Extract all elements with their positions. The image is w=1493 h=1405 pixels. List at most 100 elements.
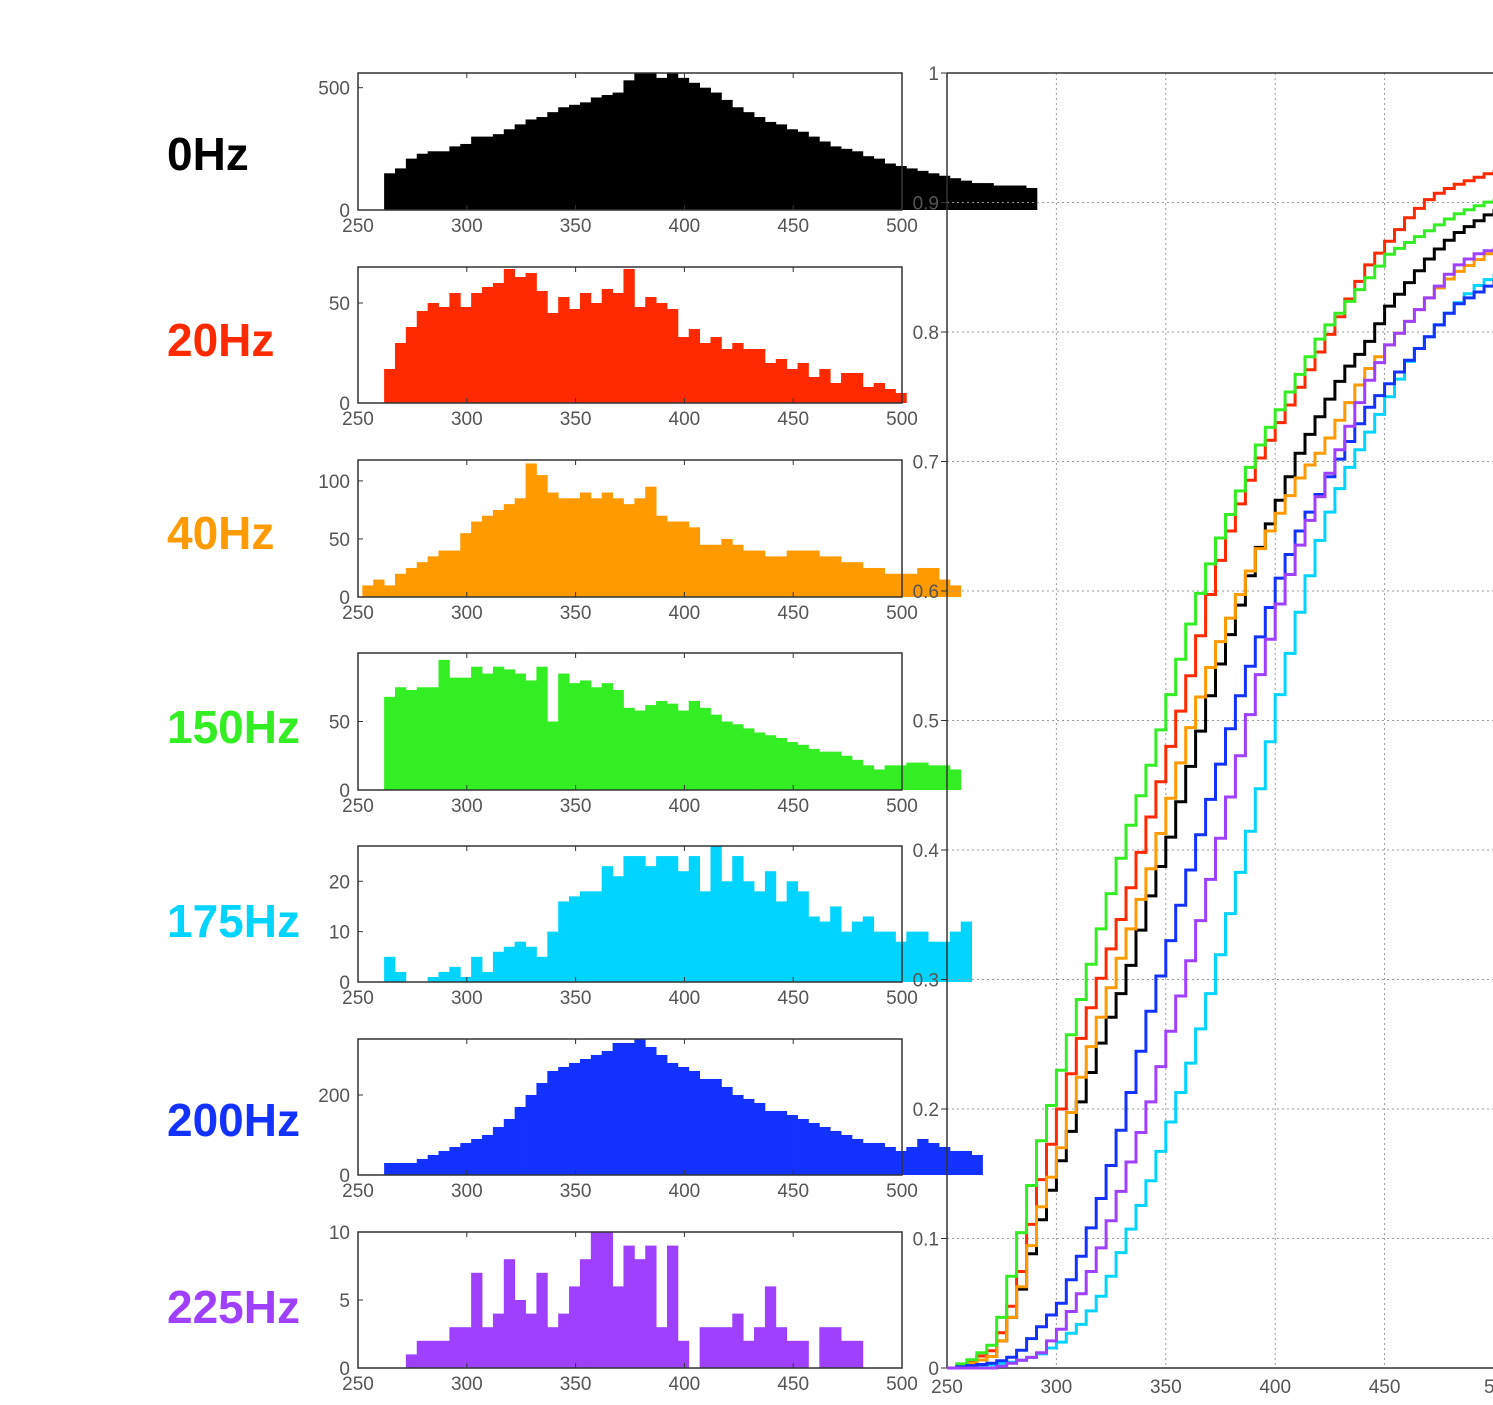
histogram-bar: [656, 856, 668, 982]
histogram-bar: [656, 1327, 668, 1368]
histogram-bar: [721, 349, 733, 403]
row-label-225hz: 225Hz: [167, 1281, 300, 1333]
histogram-bar: [862, 387, 875, 403]
histogram-bar: [449, 1327, 461, 1368]
histogram-bar: [656, 515, 668, 597]
x-tick-label: 450: [777, 796, 809, 817]
y-tick-label: 0: [339, 973, 350, 994]
histogram-bar: [808, 377, 820, 403]
histogram-bar: [645, 1047, 657, 1175]
histogram-bar: [677, 77, 690, 210]
histogram-bar: [851, 151, 864, 210]
histogram-bar: [841, 931, 853, 982]
histogram-bar: [699, 1327, 711, 1368]
y-tick-label: 20: [329, 872, 350, 893]
histogram-bar: [775, 1111, 788, 1175]
histogram-bar: [699, 87, 711, 210]
histogram-bar: [503, 1119, 516, 1175]
histogram-bar: [851, 562, 864, 597]
histogram-bar: [786, 742, 798, 790]
histogram-bar: [384, 585, 396, 597]
y-tick-label: 200: [318, 1086, 350, 1107]
histogram-bar: [666, 73, 679, 210]
row-label-40hz: 40Hz: [167, 507, 274, 559]
histogram-axes-frame: [357, 845, 903, 983]
x-tick-label: 400: [669, 603, 701, 624]
histogram-bar: [634, 710, 646, 790]
histogram-bar: [590, 97, 603, 210]
histogram-bar: [830, 383, 842, 403]
histogram-bar: [775, 124, 788, 211]
x-tick-label: 250: [342, 216, 374, 237]
histogram-bar: [547, 931, 559, 982]
histogram-bar: [514, 124, 526, 211]
histogram-bar: [895, 941, 907, 982]
histogram-bar: [917, 762, 929, 790]
histogram-bar: [525, 119, 537, 210]
histogram-bar: [558, 901, 570, 982]
histogram-bar: [960, 1151, 973, 1175]
histogram-bar: [960, 180, 973, 210]
histogram-bar: [612, 498, 624, 597]
histogram-bar: [688, 329, 701, 403]
histogram-bar: [971, 183, 983, 210]
x-tick-label: 350: [560, 1374, 592, 1395]
row-label-20hz: 20Hz: [167, 314, 274, 366]
cdf-x-tick-label: 400: [1259, 1377, 1291, 1398]
histogram-bar: [569, 1063, 581, 1175]
row-label-175hz: 175Hz: [167, 895, 300, 947]
histogram-bar: [786, 550, 798, 597]
histogram-bar: [851, 1340, 864, 1368]
histogram-bar: [394, 1163, 407, 1175]
histogram-bar: [862, 765, 875, 790]
histogram-bar: [503, 129, 516, 210]
histogram-40Hz: 250 300 350 400 450 500 0 50 100: [318, 459, 962, 624]
histogram-bar: [775, 1327, 788, 1368]
histogram-bar: [938, 765, 951, 790]
y-tick-label: 500: [318, 79, 350, 100]
histogram-bar: [917, 170, 929, 210]
histogram-bar: [743, 881, 755, 982]
histogram-bar: [764, 363, 777, 403]
histogram-bar: [699, 707, 711, 790]
x-tick-label: 250: [342, 1181, 374, 1202]
x-tick-label: 400: [669, 216, 701, 237]
histogram-bar: [917, 1139, 929, 1175]
histogram-bar: [764, 735, 777, 790]
histogram-bar: [569, 104, 581, 210]
histogram-bar: [514, 1300, 526, 1368]
histogram-bar: [710, 1327, 722, 1368]
histogram-0Hz: 250 300 350 400 450 500 0 500: [318, 72, 1038, 237]
cdf-curve-1: [947, 170, 1493, 1370]
histogram-bar: [471, 956, 483, 982]
x-tick-label: 350: [560, 409, 592, 430]
histogram-bar: [775, 556, 788, 597]
histogram-bar: [808, 748, 820, 790]
cdf-curve-0: [947, 209, 1493, 1370]
x-tick-label: 450: [777, 216, 809, 237]
histogram-bar: [438, 1340, 450, 1368]
histogram-bar: [449, 293, 461, 403]
cdf-y-tick-label: 0.3: [913, 971, 939, 992]
x-tick-label: 300: [451, 1374, 483, 1395]
histogram-bar: [862, 916, 875, 982]
histogram-bar: [688, 1071, 701, 1175]
histogram-bar: [754, 1327, 766, 1368]
histogram-bar: [634, 856, 646, 982]
histogram-bar: [449, 146, 461, 210]
histogram-bar: [438, 151, 450, 210]
histogram-bar: [754, 349, 766, 403]
histogram-bar: [786, 369, 798, 403]
histogram-bar: [862, 1143, 875, 1175]
histogram-bar: [786, 1340, 798, 1368]
histogram-bar: [851, 921, 864, 982]
histogram-bar: [732, 107, 744, 210]
row-label-200hz: 200Hz: [167, 1094, 300, 1146]
histogram-bar: [884, 163, 896, 210]
histogram-bar: [1015, 185, 1027, 210]
x-tick-label: 500: [886, 409, 918, 430]
histogram-bar: [384, 1163, 396, 1175]
histogram-bar: [699, 1079, 711, 1175]
histogram-bar: [384, 173, 396, 210]
y-tick-label: 50: [329, 294, 350, 315]
